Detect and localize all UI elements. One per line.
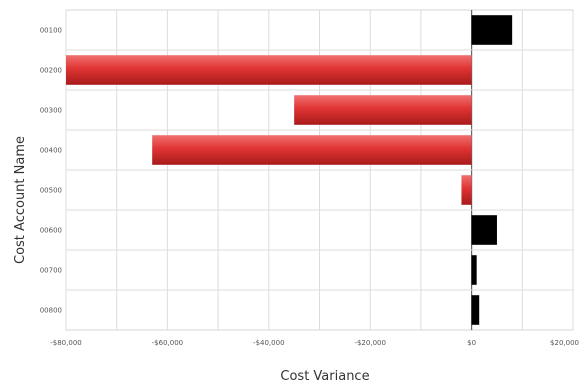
x-tick-label: -$20,000 — [354, 339, 385, 347]
bar-00200 — [66, 55, 472, 85]
x-tick-label: -$40,000 — [253, 339, 284, 347]
y-tick-label-00300: 00300 — [40, 107, 62, 115]
y-tick-label-00500: 00500 — [40, 187, 62, 195]
x-tick-label: -$60,000 — [152, 339, 183, 347]
y-tick-label-00200: 00200 — [40, 67, 62, 75]
x-tick-label: $20,000 — [550, 339, 579, 347]
x-tick-label: -$80,000 — [50, 339, 81, 347]
x-tick-labels: -$80,000 -$60,000 -$40,000 -$20,000 $0 $20,00… — [50, 339, 579, 347]
y-tick-label-00100: 00100 — [40, 27, 62, 35]
bar-00800 — [471, 295, 480, 325]
y-tick-label-00800: 00800 — [40, 307, 62, 315]
chart-bars — [66, 15, 513, 325]
x-tick-label: $0 — [467, 339, 476, 347]
bar-00700 — [471, 255, 477, 285]
x-axis-title: Cost Variance — [280, 369, 369, 384]
y-tick-label-00400: 00400 — [40, 147, 62, 155]
y-axis-title: Cost Account Name — [13, 136, 28, 264]
bar-00300 — [294, 95, 472, 125]
y-tick-label-00600: 00600 — [40, 227, 62, 235]
y-tick-labels: 00100 00200 00300 00400 00500 00600 00700 00800 — [40, 27, 62, 315]
bar-00100 — [471, 15, 513, 45]
bar-00400 — [152, 135, 472, 165]
bar-00500 — [461, 175, 472, 205]
bar-00600 — [471, 215, 497, 245]
y-tick-label-00700: 00700 — [40, 267, 62, 275]
